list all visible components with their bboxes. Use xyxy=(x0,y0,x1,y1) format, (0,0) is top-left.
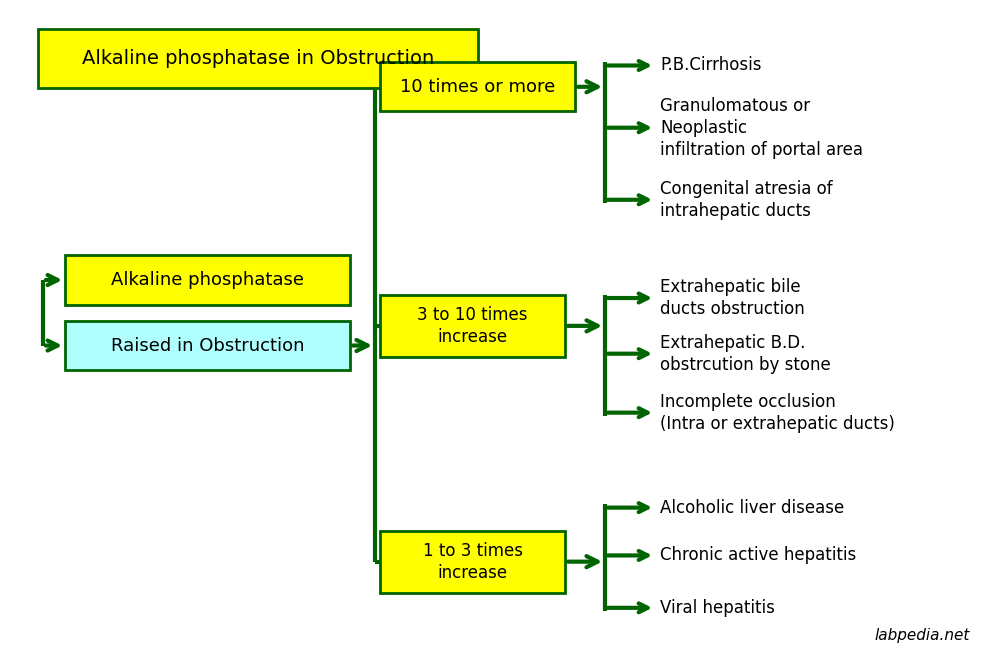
Text: Extrahepatic bile
ducts obstruction: Extrahepatic bile ducts obstruction xyxy=(660,278,805,318)
Text: labpedia.net: labpedia.net xyxy=(875,628,970,643)
Text: 10 times or more: 10 times or more xyxy=(400,78,555,96)
Text: 1 to 3 times
increase: 1 to 3 times increase xyxy=(423,542,522,582)
FancyBboxPatch shape xyxy=(65,321,350,370)
Text: Extrahepatic B.D.
obstrcution by stone: Extrahepatic B.D. obstrcution by stone xyxy=(660,333,831,374)
Text: Congenital atresia of
intrahepatic ducts: Congenital atresia of intrahepatic ducts xyxy=(660,179,833,220)
Text: Alkaline phosphatase: Alkaline phosphatase xyxy=(111,271,304,289)
Text: Raised in Obstruction: Raised in Obstruction xyxy=(111,337,304,354)
FancyBboxPatch shape xyxy=(380,62,575,111)
FancyBboxPatch shape xyxy=(380,531,565,593)
FancyBboxPatch shape xyxy=(65,255,350,305)
Text: Incomplete occlusion
(Intra or extrahepatic ducts): Incomplete occlusion (Intra or extrahepa… xyxy=(660,392,895,433)
Text: Viral hepatitis: Viral hepatitis xyxy=(660,599,775,617)
Text: 3 to 10 times
increase: 3 to 10 times increase xyxy=(417,306,528,346)
Text: Granulomatous or
Neoplastic
infiltration of portal area: Granulomatous or Neoplastic infiltration… xyxy=(660,96,863,159)
Text: Alkaline phosphatase in Obstruction: Alkaline phosphatase in Obstruction xyxy=(82,49,434,69)
FancyBboxPatch shape xyxy=(38,29,478,88)
Text: Chronic active hepatitis: Chronic active hepatitis xyxy=(660,546,856,565)
Text: Alcoholic liver disease: Alcoholic liver disease xyxy=(660,498,844,517)
Text: P.B.Cirrhosis: P.B.Cirrhosis xyxy=(660,56,762,75)
FancyBboxPatch shape xyxy=(380,295,565,357)
